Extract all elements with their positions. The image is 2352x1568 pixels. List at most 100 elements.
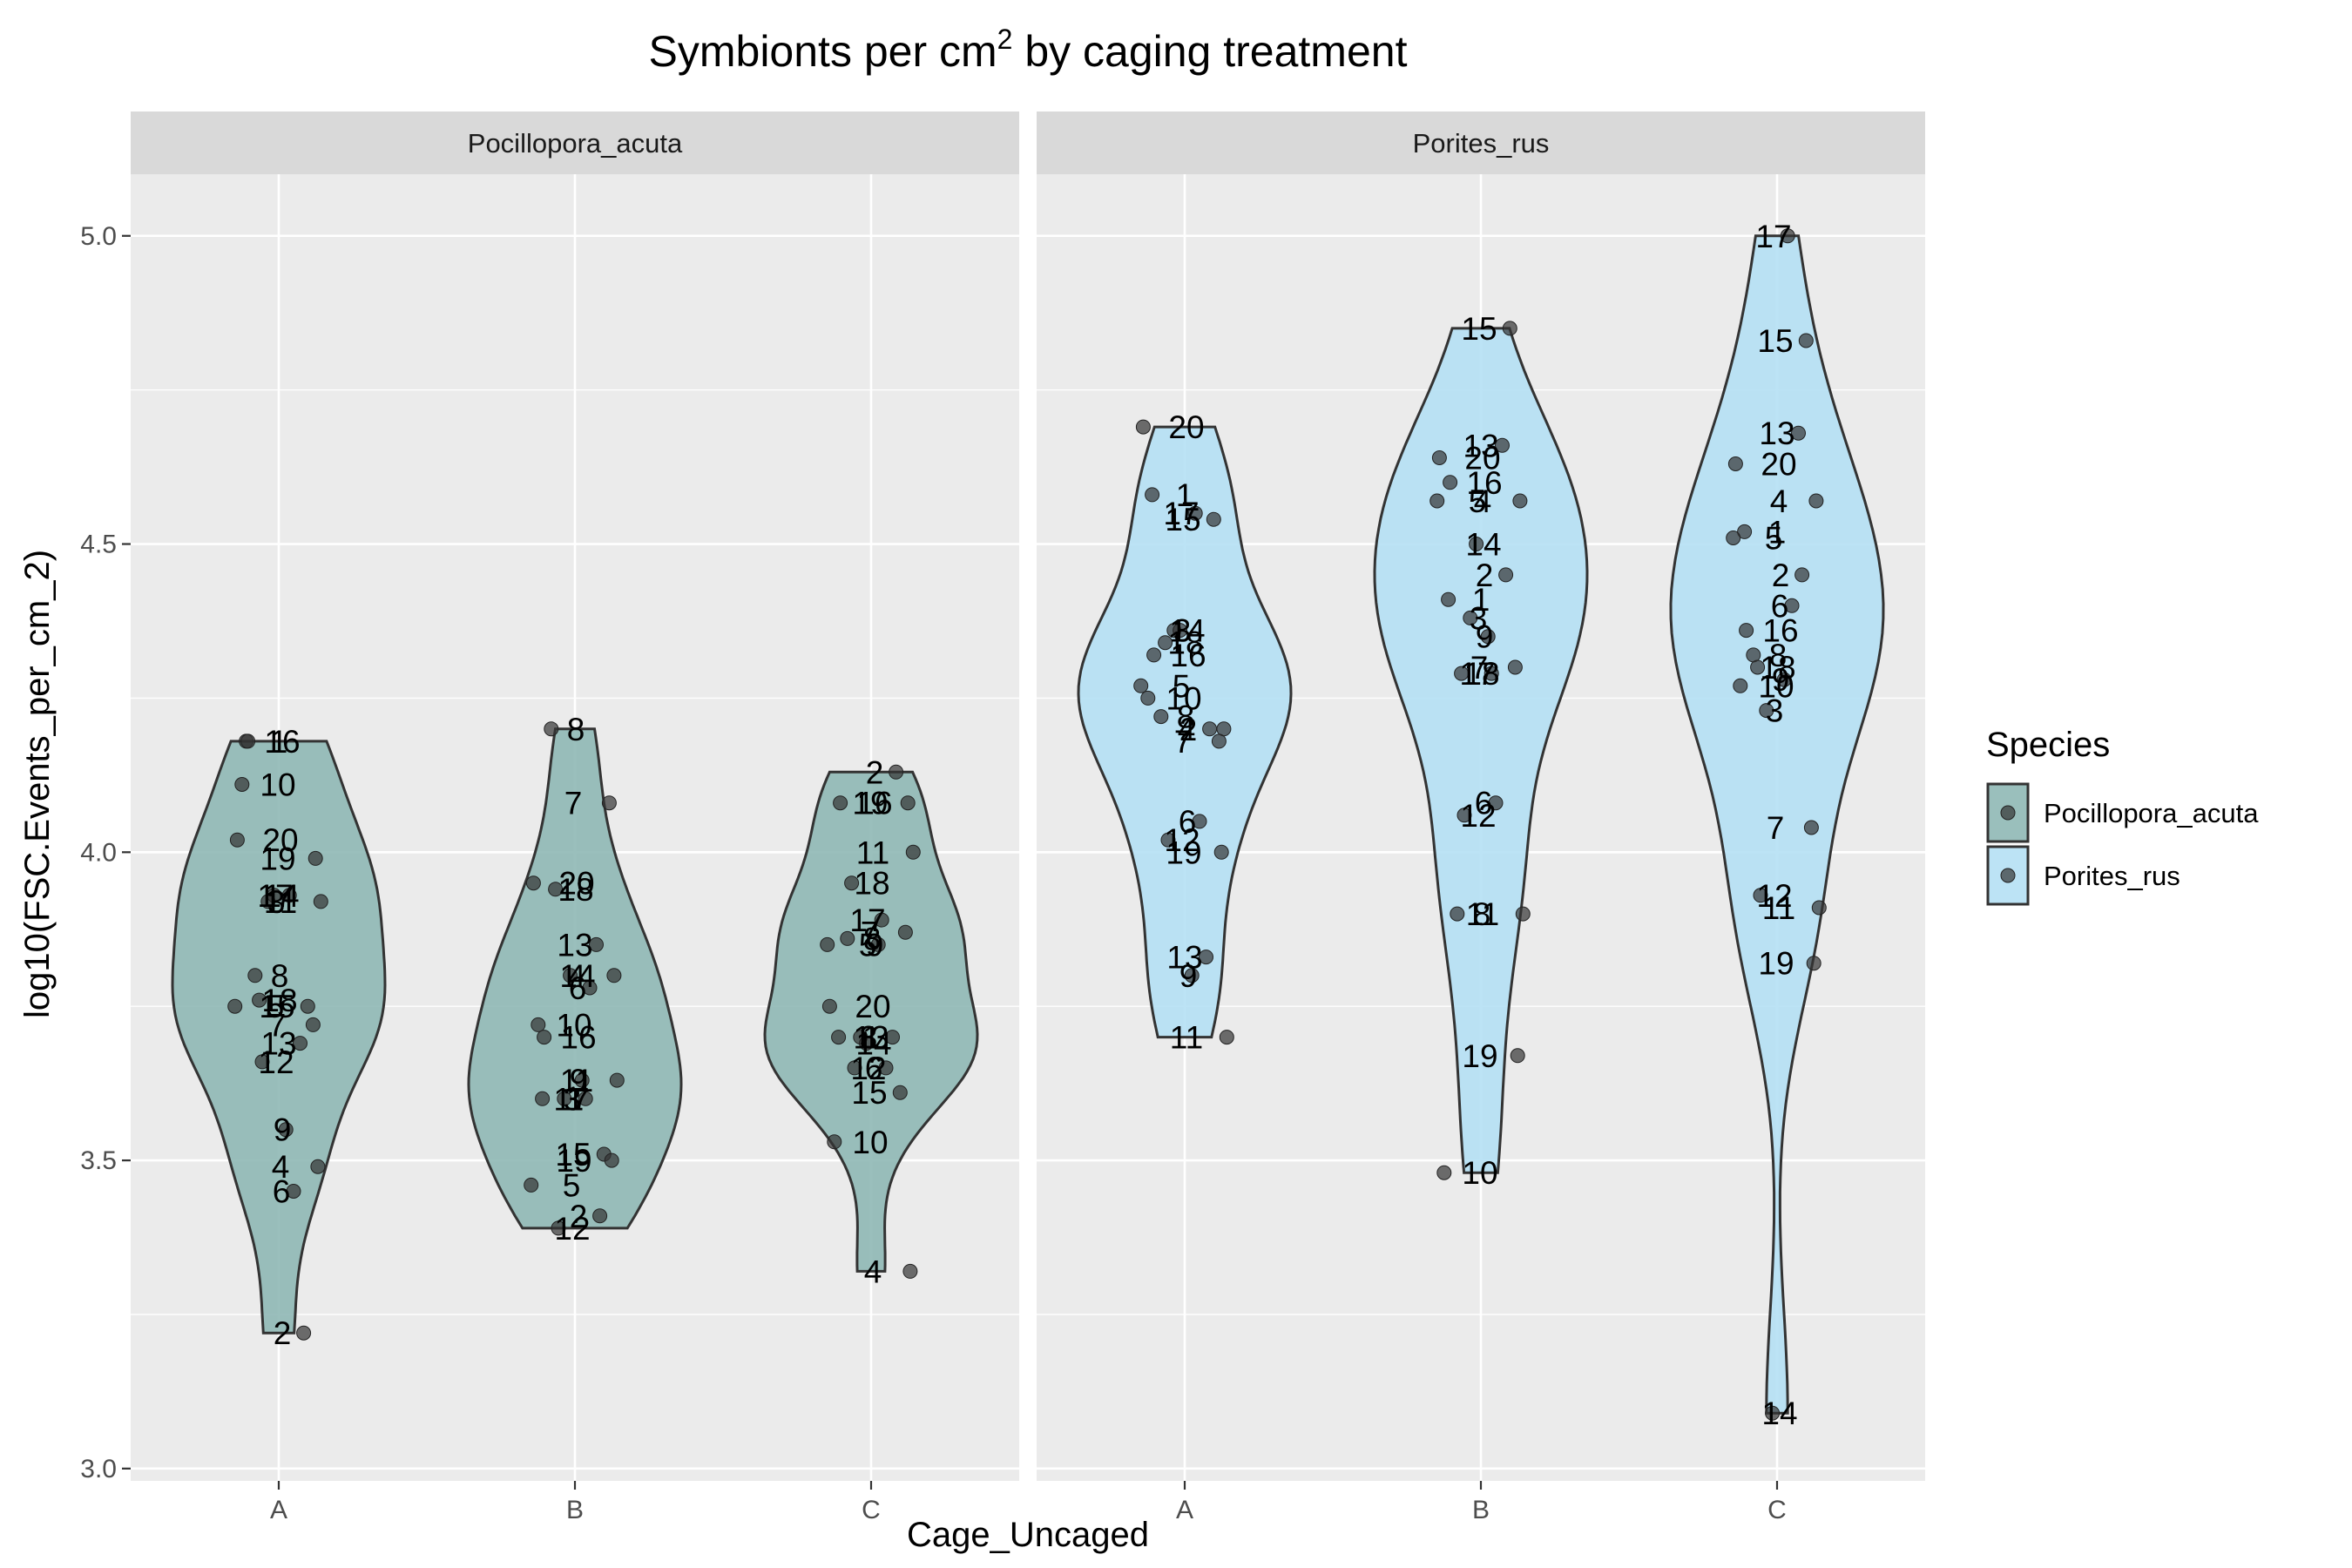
point-label: 1 [566, 1081, 585, 1117]
point-label: 18 [1760, 650, 1795, 686]
data-point [874, 912, 889, 928]
data-point [900, 795, 916, 811]
data-point [1443, 475, 1458, 490]
point-label: 4 [1474, 483, 1492, 519]
data-point [254, 1054, 270, 1070]
point-label: 6 [1179, 804, 1197, 840]
data-point [1173, 623, 1188, 639]
point-label: 10 [1758, 668, 1794, 704]
point-label: 6 [1771, 588, 1789, 624]
data-point [1803, 820, 1819, 835]
data-point [1753, 888, 1768, 903]
data-point [821, 998, 837, 1014]
data-point [578, 1091, 593, 1106]
point-label: 17 [1163, 496, 1199, 531]
point-label: 14 [855, 1026, 891, 1062]
point-label: 9 [570, 1063, 588, 1098]
data-point [1140, 690, 1156, 706]
point-label: 6 [1475, 786, 1493, 821]
data-point [1780, 228, 1795, 244]
point-label: 11 [560, 1063, 593, 1098]
point-label: 14 [1465, 527, 1501, 563]
y-tick-label: 3.5 [80, 1146, 117, 1175]
data-point [589, 936, 604, 952]
data-point [525, 875, 541, 891]
facet-strip-label: Pocillopora_acuta [468, 128, 683, 159]
x-tick-label: C [862, 1496, 881, 1524]
data-point [1480, 629, 1496, 645]
data-point [544, 721, 559, 737]
point-label: 3 [1173, 613, 1192, 649]
point-label: 2 [1179, 712, 1198, 747]
data-point [1158, 635, 1173, 651]
legend: Species Pocillopora_acuta Porites_rus [1986, 726, 2259, 906]
point-label: 13 [557, 927, 592, 963]
point-label: 12 [1460, 798, 1496, 834]
point-label: 5 [563, 1167, 581, 1203]
point-label: 14 [1169, 613, 1205, 649]
point-label: 20 [1464, 440, 1500, 476]
violin-Porites_rus-B [1373, 327, 1589, 1174]
x-tick-label: A [1176, 1496, 1193, 1524]
point-label: 19 [1462, 1038, 1497, 1074]
point-label: 10 [1462, 1155, 1497, 1191]
data-point [844, 875, 860, 891]
data-point [313, 894, 328, 909]
data-point [1791, 425, 1806, 441]
data-point [247, 968, 263, 983]
point-label: 14 [1761, 1396, 1797, 1431]
point-label: 20 [558, 866, 594, 902]
y-tick-label: 3.0 [80, 1455, 117, 1484]
point-label: 8 [567, 712, 585, 747]
point-label: 8 [1473, 896, 1491, 932]
point-label: 11 [264, 884, 297, 920]
data-point [278, 1122, 294, 1138]
data-point [293, 1036, 308, 1051]
data-point [537, 1030, 552, 1045]
data-point [870, 936, 886, 952]
point-label: 10 [1166, 680, 1201, 716]
point-label: 17 [257, 878, 293, 914]
data-point [1798, 333, 1814, 348]
point-label: 14 [559, 958, 595, 994]
data-point [1784, 598, 1800, 613]
data-point [859, 1036, 875, 1051]
x-tick-label: C [1767, 1496, 1787, 1524]
point-label: 12 [554, 1211, 590, 1247]
point-label: 7 [1174, 724, 1193, 760]
point-label: 1 [1768, 514, 1787, 550]
point-label: 2 [1772, 558, 1790, 593]
point-label: 9 [866, 927, 884, 963]
x-tick-label: B [1472, 1496, 1490, 1524]
point-label: 4 [272, 1149, 290, 1185]
facet-strip-label: Porites_rus [1413, 128, 1550, 159]
data-point [1806, 956, 1821, 971]
point-label: 12 [1756, 878, 1792, 914]
point-label: 7 [1470, 650, 1489, 686]
point-label: 13 [1759, 416, 1794, 451]
point-label: 11 [1170, 1020, 1203, 1056]
facet-strip [131, 112, 1019, 174]
point-label: 13 [1463, 428, 1498, 463]
data-point [1507, 659, 1523, 675]
point-label: 4 [568, 958, 586, 994]
data-point [582, 980, 598, 996]
data-point [831, 1030, 847, 1045]
data-point [878, 1060, 894, 1076]
point-label: 15 [555, 1137, 591, 1173]
data-point [1199, 950, 1213, 965]
data-point [1135, 419, 1151, 435]
x-tick-label: A [270, 1496, 287, 1524]
data-point [1484, 666, 1499, 681]
data-point [827, 1134, 842, 1150]
data-point [1431, 450, 1447, 465]
data-point [1429, 493, 1445, 509]
point-label: 11 [856, 835, 889, 870]
legend-label: Porites_rus [2044, 861, 2180, 891]
data-point [1469, 537, 1484, 551]
data-point [1160, 832, 1176, 848]
data-point [531, 1017, 546, 1032]
point-label: 5 [1173, 668, 1191, 704]
point-label: 20 [1761, 447, 1796, 483]
